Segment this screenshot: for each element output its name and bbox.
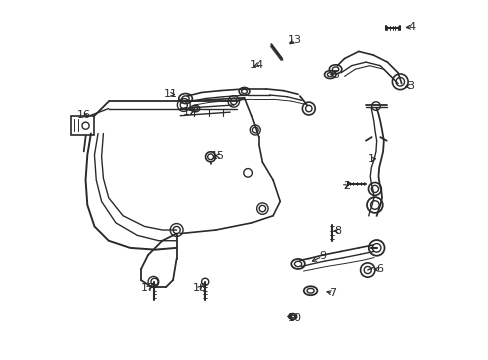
Text: 5: 5: [331, 70, 338, 80]
Text: 10: 10: [287, 312, 301, 323]
Text: 14: 14: [249, 60, 264, 70]
Text: 16: 16: [77, 110, 91, 120]
Text: 17: 17: [141, 283, 155, 293]
Text: 15: 15: [210, 151, 224, 161]
Text: 18: 18: [192, 283, 206, 293]
Text: 12: 12: [183, 107, 197, 117]
Text: 2: 2: [342, 181, 349, 191]
Text: 1: 1: [367, 154, 374, 164]
Text: 6: 6: [375, 264, 382, 274]
Text: 3: 3: [407, 81, 413, 91]
Text: 8: 8: [334, 226, 341, 236]
Text: 7: 7: [329, 288, 336, 298]
Text: 13: 13: [287, 35, 302, 45]
Text: 4: 4: [407, 22, 414, 32]
Text: 11: 11: [164, 89, 178, 99]
Text: 9: 9: [318, 251, 325, 261]
FancyBboxPatch shape: [71, 116, 94, 135]
